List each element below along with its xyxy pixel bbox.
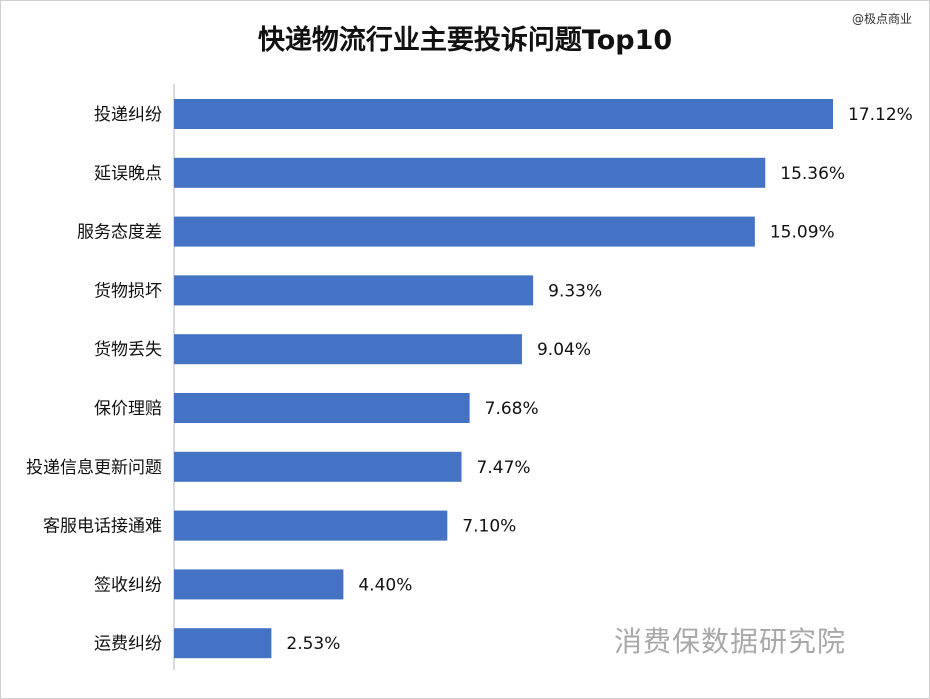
category-label-10: 运费纠纷 <box>94 634 162 654</box>
value-label-5: 9.04% <box>537 340 591 360</box>
bar-6 <box>174 393 470 423</box>
value-label-2: 15.36% <box>780 164 845 184</box>
watermark: @极点商业 <box>851 12 912 26</box>
category-label-7: 投递信息更新问题 <box>26 458 162 478</box>
category-label-6: 保价理赔 <box>94 399 162 419</box>
value-label-9: 4.40% <box>358 575 412 595</box>
category-label-5: 货物丢失 <box>94 340 162 360</box>
category-label-8: 客服电话接通难 <box>43 517 162 537</box>
bar-8 <box>174 510 448 541</box>
chart-title: 快递物流行业主要投诉问题Top10 <box>257 25 673 56</box>
value-label-6: 7.68% <box>485 399 539 419</box>
category-label-4: 货物损坏 <box>94 281 162 301</box>
value-label-10: 2.53% <box>286 634 340 654</box>
category-label-1: 投递纠纷 <box>94 105 162 125</box>
category-label-9: 签收纠纷 <box>94 575 162 595</box>
value-label-3: 15.09% <box>770 223 835 243</box>
bar-5 <box>174 334 522 365</box>
bar-2 <box>174 157 766 188</box>
category-label-2: 延误晚点 <box>94 164 162 184</box>
bar-10 <box>174 628 272 659</box>
source-label: 消费保数据研究院 <box>614 625 847 658</box>
bar-1 <box>174 99 833 129</box>
value-label-1: 17.12% <box>848 105 913 125</box>
value-label-4: 9.33% <box>548 281 602 301</box>
value-label-7: 7.47% <box>477 458 531 478</box>
value-label-8: 7.10% <box>462 517 516 537</box>
category-label-3: 服务态度差 <box>77 223 162 243</box>
bar-3 <box>174 216 755 247</box>
bar-4 <box>174 275 534 306</box>
bar-9 <box>174 569 344 600</box>
bar-7 <box>174 451 462 482</box>
